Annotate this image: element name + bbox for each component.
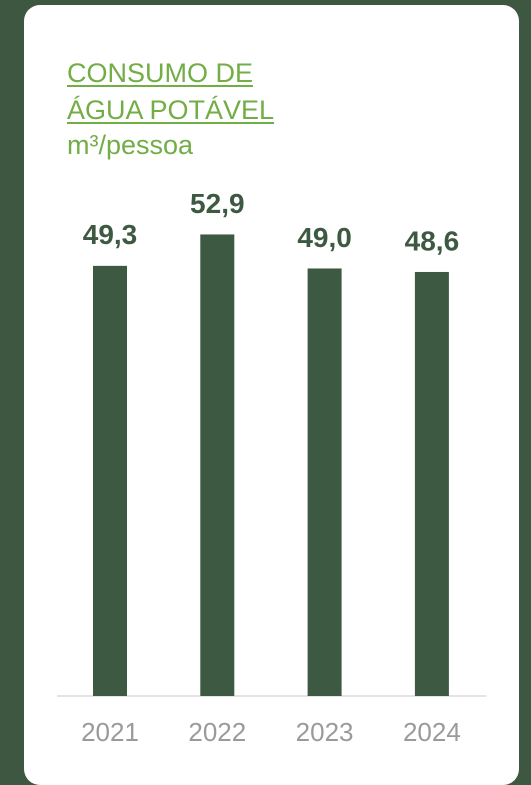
bar [414,271,449,696]
value-label: 49,3 [83,219,138,250]
chart-subtitle: m³/pessoa [67,130,194,160]
x-tick-label: 2022 [188,717,246,747]
page: CONSUMO DE ÁGUA POTÁVEL m³/pessoa 49,3 20… [24,5,519,785]
bar [93,265,127,696]
chart-title: CONSUMO DE ÁGUA POTÁVEL [67,58,275,125]
value-label: 48,6 [405,225,460,256]
x-tick-label: 2023 [296,717,354,747]
x-tick-label: 2021 [81,717,139,747]
value-label: 49,0 [297,222,352,253]
bar [307,268,342,696]
chart: 49,3 2021 52,9 2022 49,0 2023 48,6 2024 [57,188,486,747]
x-tick-label: 2024 [403,717,461,747]
bar [200,234,235,696]
value-label: 52,9 [190,188,245,219]
